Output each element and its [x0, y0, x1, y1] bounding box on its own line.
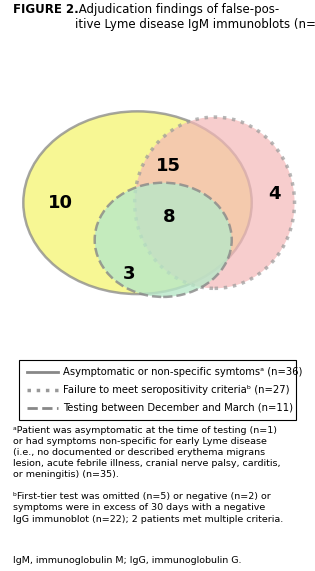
Text: 3: 3 — [123, 265, 135, 283]
FancyBboxPatch shape — [19, 360, 296, 420]
Text: 15: 15 — [157, 156, 181, 175]
Ellipse shape — [135, 117, 295, 288]
Text: 4: 4 — [268, 185, 281, 203]
Text: Testing between December and March (n=11): Testing between December and March (n=11… — [63, 403, 293, 413]
Ellipse shape — [23, 111, 252, 294]
Text: Asymptomatic or non-specific symtomsᵃ (n=36): Asymptomatic or non-specific symtomsᵃ (n… — [63, 367, 303, 377]
Text: Adjudication findings of false-pos-
itive Lyme disease IgM immunoblots (n=40): Adjudication findings of false-pos- itiv… — [75, 3, 315, 31]
Text: ᵇFirst-tier test was omitted (n=5) or negative (n=2) or
symptoms were in excess : ᵇFirst-tier test was omitted (n=5) or ne… — [13, 492, 283, 524]
Text: FIGURE 2.: FIGURE 2. — [13, 3, 78, 16]
Text: 8: 8 — [163, 208, 175, 226]
Text: Failure to meet seropositivity criteriaᵇ (n=27): Failure to meet seropositivity criteriaᵇ… — [63, 385, 290, 395]
Text: ᵃPatient was asymptomatic at the time of testing (n=1)
or had symptoms non-speci: ᵃPatient was asymptomatic at the time of… — [13, 425, 280, 479]
Text: IgM, immunoglobulin M; IgG, immunoglobulin G.: IgM, immunoglobulin M; IgG, immunoglobul… — [13, 556, 241, 565]
Text: 10: 10 — [48, 194, 73, 212]
Ellipse shape — [95, 183, 232, 297]
